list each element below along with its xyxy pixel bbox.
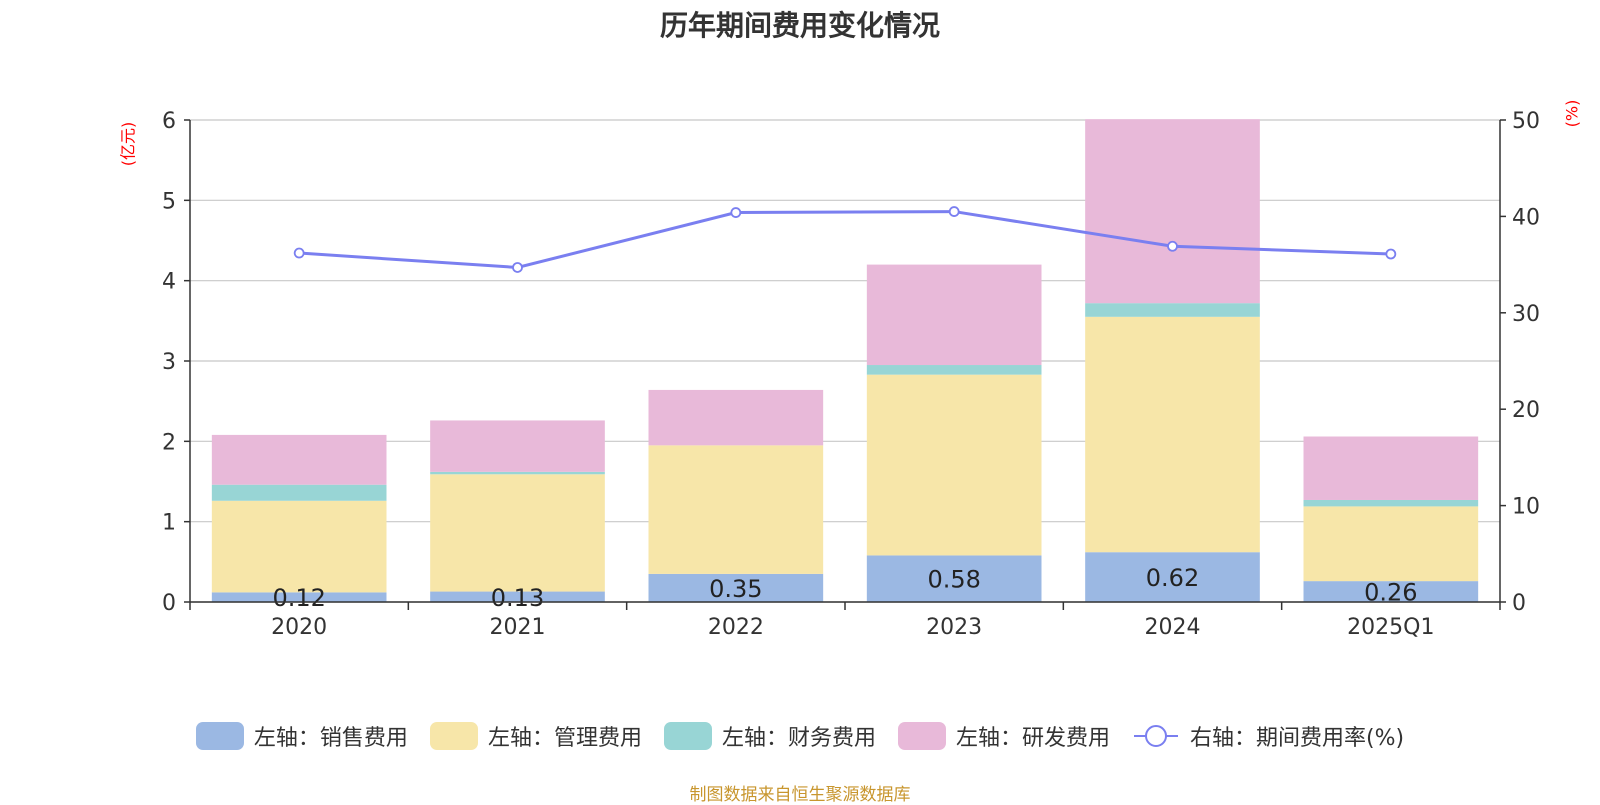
bar-segment-s3-1 (430, 420, 605, 472)
data-source-note: 制图数据来自恒生聚源数据库 (689, 785, 911, 805)
right-tick-label-3: 30 (1512, 302, 1540, 327)
legend-swatch-management (429, 722, 478, 750)
bar-segment-s1-4 (1085, 316, 1260, 553)
chart-title: 历年期间费用变化情况 (659, 9, 940, 42)
expense-rate-point-5 (1385, 248, 1397, 260)
legend-item-rnd[interactable]: 左轴：研发费用 (897, 720, 1110, 752)
bar-segment-s3-2 (648, 389, 824, 446)
bar-segment-s1-3 (866, 374, 1042, 556)
expense-rate-line (299, 210, 1391, 270)
bar-segment-s3-4 (1085, 119, 1260, 304)
legend-item-expense-rate[interactable]: 右轴：期间费用率(%) (1132, 720, 1404, 752)
bar-segment-s0-0 (211, 592, 387, 602)
legend-label-expense-rate: 右轴：期间费用率(%) (1189, 726, 1405, 751)
data-label-sales-3: 0.58 (927, 566, 980, 594)
x-tick-label-3: 2023 (926, 615, 982, 640)
bar-segment-s1-2 (648, 445, 824, 574)
left-tick-label-3: 3 (162, 350, 176, 375)
bar-segment-s0-3 (866, 555, 1042, 602)
bar-segment-s2-1 (430, 471, 605, 475)
bar-segment-s2-3 (866, 365, 1042, 375)
data-label-sales-1: 0.13 (491, 584, 544, 612)
legend-item-finance[interactable]: 左轴：财务费用 (663, 720, 876, 752)
x-tick-label-5: 2025Q1 (1347, 615, 1434, 640)
expense-rate-point-2 (730, 207, 742, 218)
legend-label-rnd: 左轴：研发费用 (955, 726, 1110, 751)
right-tick-label-4: 40 (1512, 205, 1540, 230)
legend-item-sales[interactable]: 左轴：销售费用 (195, 720, 408, 752)
data-label-sales-0: 0.12 (272, 584, 325, 612)
x-tick-label-1: 2021 (490, 615, 546, 640)
bar-segment-s0-1 (430, 591, 605, 602)
bar-segment-s0-4 (1085, 552, 1260, 602)
left-tick-label-1: 1 (162, 511, 176, 536)
expense-rate-point-4 (1167, 240, 1178, 252)
bar-segment-s1-5 (1303, 506, 1479, 582)
x-tick-label-0: 2020 (271, 615, 327, 640)
left-tick-label-4: 4 (162, 270, 176, 295)
bar-segment-s3-0 (211, 434, 387, 485)
x-tick-label-4: 2024 (1145, 615, 1201, 640)
bar-segment-s0-5 (1303, 581, 1479, 602)
legend-swatch-sales (195, 722, 244, 750)
expense-rate-point-0 (293, 247, 305, 259)
bar-segment-s2-4 (1085, 303, 1260, 317)
legend-label-sales: 左轴：销售费用 (253, 726, 408, 751)
bar-segment-s3-3 (866, 264, 1042, 366)
bar-segment-s2-5 (1303, 499, 1479, 507)
x-tick-label-2: 2022 (708, 615, 764, 640)
left-tick-label-0: 0 (162, 591, 176, 616)
bar-segment-s0-2 (648, 573, 824, 602)
data-label-sales-4: 0.62 (1146, 564, 1199, 592)
bar-segment-s3-5 (1303, 436, 1479, 500)
legend-label-management: 左轴：管理费用 (487, 726, 642, 751)
left-tick-label-6: 6 (162, 109, 176, 134)
expense-rate-point-1 (512, 262, 523, 273)
data-label-sales-2: 0.35 (709, 575, 762, 603)
legend-line-marker-icon (1133, 725, 1178, 747)
right-tick-label-1: 10 (1512, 495, 1540, 520)
legend: 左轴：销售费用 左轴：管理费用 左轴：财务费用 左轴：研发费用 右轴：期间费用率… (0, 720, 1600, 752)
left-tick-label-2: 2 (162, 430, 176, 455)
expense-rate-point-3 (948, 206, 960, 217)
right-tick-label-0: 0 (1512, 591, 1526, 616)
right-tick-label-2: 20 (1512, 398, 1540, 423)
legend-label-finance: 左轴：财务费用 (721, 726, 876, 751)
legend-item-management[interactable]: 左轴：管理费用 (429, 720, 642, 752)
bar-segment-s1-0 (211, 500, 387, 593)
legend-swatch-rnd (897, 722, 946, 750)
right-tick-label-5: 50 (1512, 109, 1540, 134)
left-tick-label-5: 5 (162, 189, 176, 214)
bar-segment-s2-0 (211, 484, 387, 501)
bar-segment-s1-1 (430, 474, 605, 592)
legend-swatch-finance (663, 722, 712, 750)
